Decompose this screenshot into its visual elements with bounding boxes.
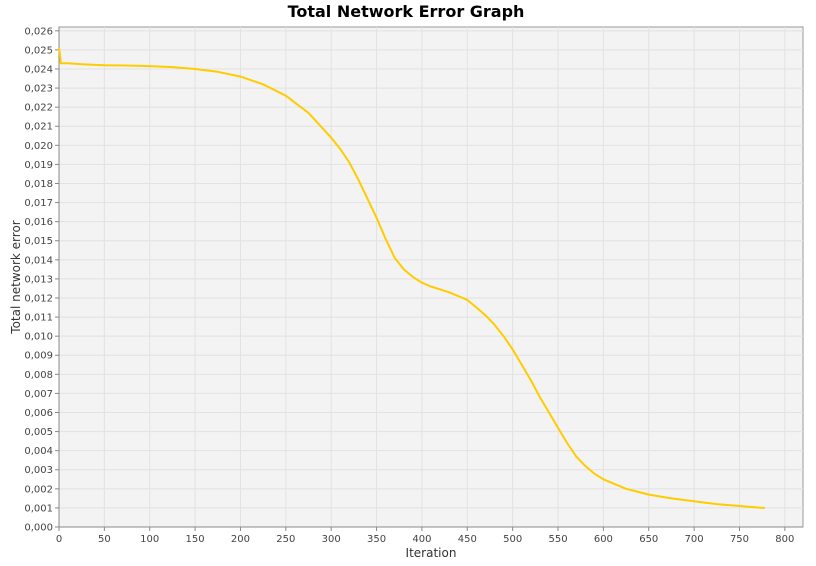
x-tick-label: 450 — [458, 534, 477, 545]
x-tick-label: 650 — [639, 534, 658, 545]
y-tick-label: 0,024 — [24, 64, 53, 75]
x-tick-label: 750 — [730, 534, 749, 545]
x-axis-label: Iteration — [406, 546, 457, 560]
y-tick-label: 0,011 — [24, 313, 53, 324]
y-tick-label: 0,025 — [24, 45, 53, 56]
y-tick-label: 0,003 — [24, 465, 53, 476]
x-gridlines — [103, 27, 786, 527]
y-gridlines — [59, 30, 803, 509]
x-axis-ticks: 0 50 100 150 200 250 300 350 400 450 500 550 600 650 7… — [56, 527, 794, 545]
x-tick-label: 400 — [412, 534, 431, 545]
y-tick-label: 0,004 — [24, 446, 53, 457]
y-tick-label: 0,023 — [24, 84, 53, 95]
y-tick-label: 0,001 — [24, 503, 53, 514]
x-tick-label: 700 — [685, 534, 704, 545]
y-tick-label: 0,021 — [24, 122, 53, 133]
x-tick-label: 350 — [367, 534, 386, 545]
x-tick-label: 800 — [775, 534, 794, 545]
x-tick-label: 200 — [231, 534, 250, 545]
y-tick-label: 0,002 — [24, 484, 53, 495]
y-tick-label: 0,014 — [24, 255, 53, 266]
y-tick-label: 0,009 — [24, 351, 53, 362]
y-tick-label: 0,017 — [24, 198, 53, 209]
y-tick-label: 0,006 — [24, 408, 53, 419]
x-tick-label: 150 — [186, 534, 205, 545]
y-tick-label: 0,026 — [24, 26, 53, 37]
y-axis-label: Total network error — [9, 220, 23, 335]
series-line-total-network-error — [58, 47, 765, 509]
chart-title: Total Network Error Graph — [288, 2, 525, 21]
y-tick-label: 0,022 — [24, 103, 53, 114]
y-tick-label: 0,019 — [24, 160, 53, 171]
y-tick-label: 0,010 — [24, 332, 53, 343]
x-tick-label: 300 — [322, 534, 341, 545]
y-tick-label: 0,000 — [24, 523, 53, 534]
y-tick-label: 0,005 — [24, 427, 53, 438]
x-tick-label: 100 — [140, 534, 159, 545]
x-tick-label: 0 — [56, 534, 62, 545]
x-tick-label: 600 — [594, 534, 613, 545]
x-tick-label: 550 — [548, 534, 567, 545]
y-tick-label: 0,007 — [24, 389, 53, 400]
y-tick-label: 0,015 — [24, 236, 53, 247]
y-tick-label: 0,018 — [24, 179, 53, 190]
plot-area — [58, 26, 804, 528]
y-tick-label: 0,013 — [24, 274, 53, 285]
y-tick-label: 0,020 — [24, 141, 53, 152]
x-tick-label: 50 — [98, 534, 111, 545]
x-tick-label: 250 — [276, 534, 295, 545]
y-tick-label: 0,012 — [24, 293, 53, 304]
y-tick-label: 0,016 — [24, 217, 53, 228]
y-axis-ticks: 0,000 0,001 0,002 0,003 0,004 0,005 0,006 0,007… — [24, 26, 59, 534]
x-tick-label: 500 — [503, 534, 522, 545]
y-tick-label: 0,008 — [24, 370, 53, 381]
